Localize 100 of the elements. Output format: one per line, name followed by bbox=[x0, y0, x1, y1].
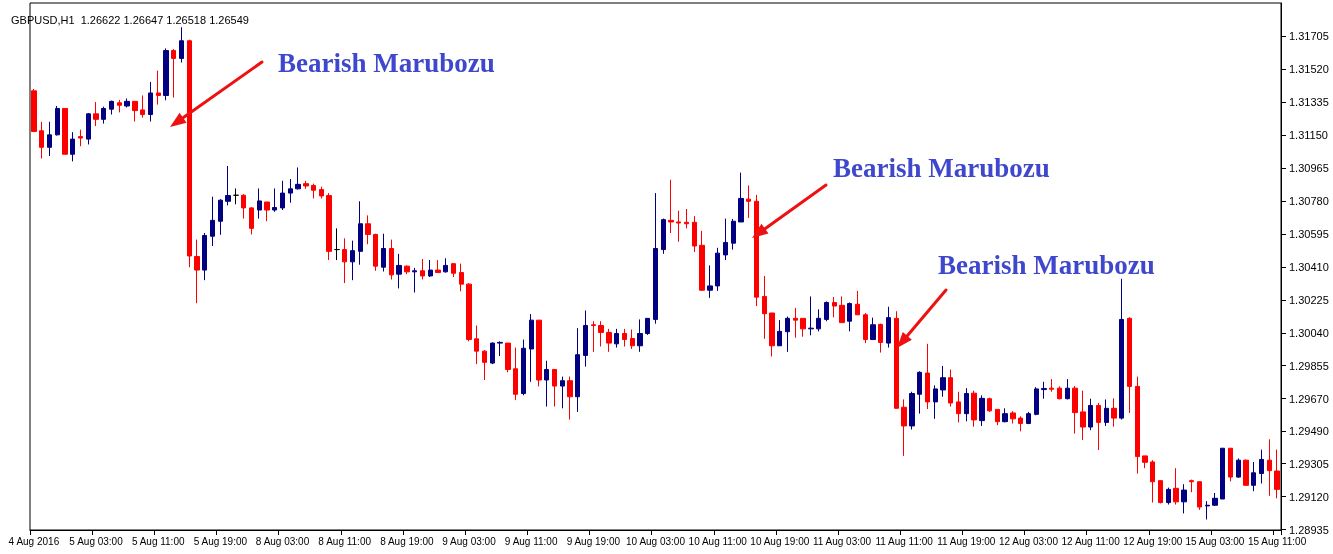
candlestick bbox=[474, 324, 479, 365]
candlestick bbox=[303, 180, 309, 190]
candlestick bbox=[971, 390, 977, 428]
candlestick bbox=[529, 313, 534, 383]
candlestick bbox=[1267, 438, 1272, 497]
candlestick bbox=[552, 368, 557, 408]
candlestick bbox=[754, 194, 759, 307]
candlestick bbox=[544, 360, 549, 408]
candlestick bbox=[800, 317, 806, 338]
candlestick bbox=[901, 398, 907, 457]
candlestick bbox=[940, 365, 946, 398]
y-tick-label: 1.29305 bbox=[1289, 457, 1329, 470]
candlestick bbox=[358, 200, 363, 266]
candlestick bbox=[769, 312, 775, 357]
candlestick bbox=[140, 94, 145, 119]
candlestick bbox=[964, 387, 969, 422]
x-tick-label: 12 Aug 11:00 bbox=[1061, 535, 1121, 547]
candlestick bbox=[536, 319, 542, 387]
candlestick bbox=[1243, 458, 1249, 487]
candlestick bbox=[839, 295, 845, 324]
candlestick bbox=[490, 341, 495, 365]
x-tick-label: 15 Aug 11:00 bbox=[1248, 535, 1307, 547]
candlestick bbox=[311, 183, 316, 199]
candlestick bbox=[731, 218, 736, 251]
candlestick bbox=[1158, 480, 1163, 504]
candlestick bbox=[606, 328, 612, 353]
candlestick bbox=[334, 227, 340, 261]
y-tick-label: 1.28935 bbox=[1289, 523, 1329, 536]
candlestick bbox=[1220, 447, 1225, 500]
candlestick bbox=[326, 192, 332, 261]
candlestick bbox=[350, 240, 355, 281]
candlestick bbox=[583, 310, 588, 368]
candlestick bbox=[1142, 455, 1148, 469]
candlestick bbox=[855, 290, 860, 316]
candlestick bbox=[171, 48, 176, 99]
x-tick-label: 9 Aug 11:00 bbox=[504, 535, 558, 547]
candlestick bbox=[443, 257, 448, 274]
candlestick bbox=[62, 107, 68, 155]
candlestick bbox=[272, 187, 277, 213]
candlestick bbox=[459, 263, 464, 292]
candlestick bbox=[210, 196, 215, 247]
y-tick-label: 1.30040 bbox=[1289, 326, 1329, 339]
candlestick bbox=[39, 121, 44, 160]
candlestick bbox=[715, 247, 720, 292]
candlestick bbox=[979, 394, 985, 427]
y-tick-label: 1.31335 bbox=[1289, 96, 1329, 109]
x-tick-label: 5 Aug 03:00 bbox=[69, 535, 124, 547]
candlestick bbox=[917, 370, 922, 415]
candlestick bbox=[1072, 385, 1078, 435]
candlestick bbox=[93, 101, 99, 127]
candlestick bbox=[1104, 398, 1109, 427]
candlestick bbox=[1259, 449, 1264, 484]
y-tick-label: 1.29670 bbox=[1289, 392, 1329, 405]
candlestick bbox=[793, 307, 798, 339]
candlestick bbox=[257, 187, 262, 220]
x-tick-label: 5 Aug 11:00 bbox=[131, 535, 185, 547]
candlestick bbox=[987, 397, 992, 413]
candlestick bbox=[1088, 398, 1093, 431]
candlestick bbox=[1236, 457, 1241, 479]
x-tick-label: 8 Aug 03:00 bbox=[255, 535, 310, 547]
candlestick bbox=[653, 192, 658, 325]
candlestick bbox=[1065, 378, 1070, 400]
candlestick bbox=[264, 201, 270, 222]
candlestick bbox=[47, 121, 52, 157]
candlestick bbox=[824, 300, 829, 322]
x-tick-label: 12 Aug 03:00 bbox=[998, 535, 1059, 547]
candlestick bbox=[202, 232, 207, 281]
candlestick bbox=[925, 343, 930, 410]
candlestick bbox=[746, 184, 751, 219]
candlestick bbox=[101, 106, 106, 125]
candlestick bbox=[878, 323, 883, 354]
y-tick-label: 1.30965 bbox=[1289, 161, 1329, 174]
candlestick bbox=[148, 81, 153, 122]
y-tick-label: 1.30595 bbox=[1289, 227, 1329, 240]
candlestick bbox=[1173, 467, 1179, 506]
y-tick-label: 1.31150 bbox=[1289, 129, 1328, 142]
candlestick bbox=[948, 368, 953, 408]
candlestick bbox=[1251, 461, 1256, 492]
candlestick bbox=[808, 295, 814, 336]
candlestick bbox=[1135, 376, 1140, 475]
y-tick-label: 1.30410 bbox=[1289, 260, 1329, 273]
y-tick-label: 1.31520 bbox=[1289, 63, 1329, 76]
candlestick bbox=[575, 327, 580, 413]
candlestick bbox=[1274, 449, 1280, 499]
candlestick bbox=[738, 172, 744, 223]
candlestick bbox=[420, 258, 425, 281]
candlestick bbox=[614, 328, 619, 349]
candlestick bbox=[661, 218, 666, 255]
x-tick-label: 11 Aug 19:00 bbox=[937, 535, 996, 547]
candlestick bbox=[1041, 381, 1047, 400]
candlestick bbox=[1181, 483, 1187, 514]
x-tick-label: 9 Aug 19:00 bbox=[566, 535, 621, 547]
candlestick bbox=[1111, 397, 1117, 428]
candlestick bbox=[117, 99, 122, 113]
candlestick bbox=[365, 214, 371, 245]
candlestick bbox=[1166, 487, 1171, 506]
candlestick bbox=[668, 179, 674, 234]
candlestick bbox=[707, 264, 713, 299]
candlestick bbox=[591, 320, 596, 353]
x-tick-label: 8 Aug 11:00 bbox=[318, 535, 372, 547]
